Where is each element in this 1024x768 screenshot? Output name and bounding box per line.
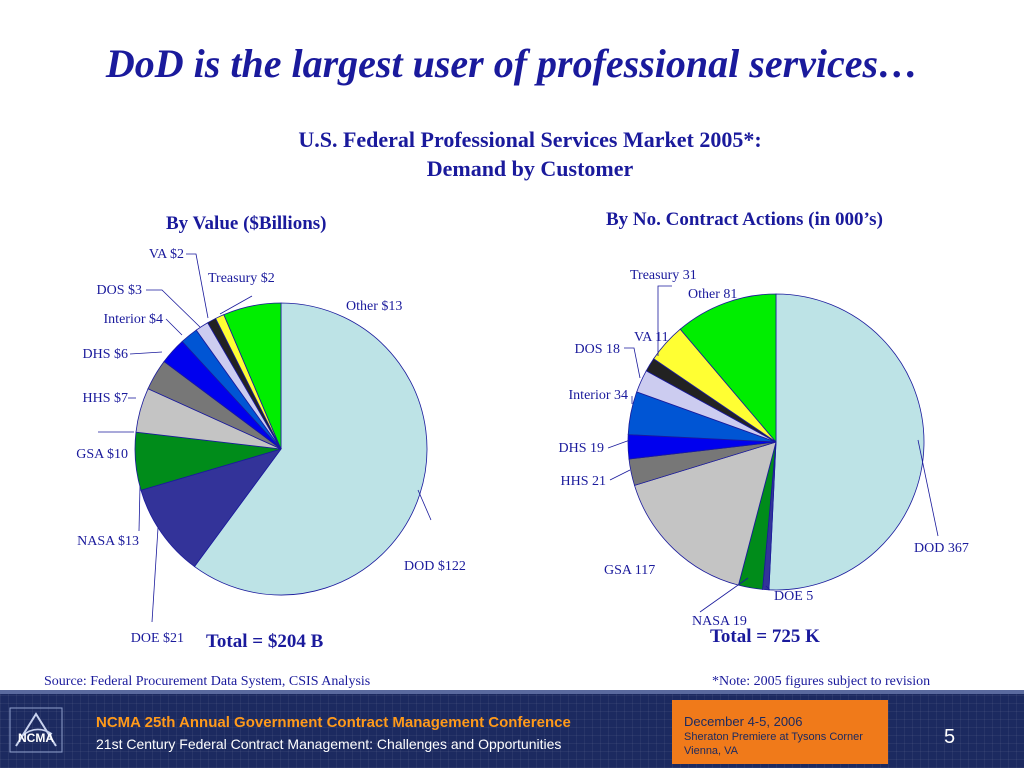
value-label-interior: Interior $4 [104,312,163,327]
value-leader-dos [146,289,201,328]
value-leader-interior [165,318,183,336]
actions-leader-dod [917,439,939,537]
value-label-nasa: NASA $13 [77,534,139,549]
actions-label-va: VA 11 [634,330,669,345]
event-venue: Sheraton Premiere at Tysons Corner [684,731,863,743]
actions-leader-dos [624,347,641,379]
conference-title: NCMA 25th Annual Government Contract Man… [96,714,571,731]
value-label-gsa: GSA $10 [76,447,128,462]
actions-leader-doe [765,585,771,591]
event-info-box: December 4-5, 2006 Sheraton Premiere at … [672,700,888,764]
event-city: Vienna, VA [684,745,739,757]
value-label-dos: DOS $3 [96,283,142,298]
value-leader-nasa [138,485,141,532]
value-label-va: VA $2 [149,247,184,262]
conference-subtitle: 21st Century Federal Contract Management… [96,736,562,752]
value-label-other: Other $13 [346,299,402,314]
actions-slice-other [679,293,777,444]
actions-pie-title: By No. Contract Actions (in 000’s) [606,209,883,230]
actions-label-dos: DOS 18 [574,342,620,357]
value-slice-other [223,302,282,450]
page-number: 5 [944,726,956,748]
actions-label-interior: Interior 34 [569,388,628,403]
actions-label-hhs: HHS 21 [560,474,606,489]
value-leader-doe [151,527,159,623]
actions-label-doe: DOE 5 [774,589,813,604]
value-label-treasury: Treasury $2 [208,271,275,286]
actions-leader-dhs [607,439,631,449]
footer-bar: NCMA NCMA 25th Annual Government Contrac… [0,690,1024,768]
actions-leader-nasa [699,577,749,613]
actions-label-dod: DOD 367 [914,541,969,556]
actions-label-treasury: Treasury 31 [630,268,697,283]
value-pie-title: By Value ($Billions) [166,213,327,234]
value-label-doe: DOE $21 [131,631,184,646]
actions-slice-dod [768,293,925,591]
actions-label-nasa: NASA 19 [692,614,747,629]
value-label-dhs: DHS $6 [82,347,128,362]
actions-label-gsa: GSA 117 [604,563,655,578]
actions-leader-hhs [609,469,631,481]
value-total: Total = $204 B [206,631,324,652]
chart-title-line2: Demand by Customer [426,156,634,181]
revision-note: *Note: 2005 figures subject to revision [712,674,931,689]
value-leader-dhs [129,351,163,355]
slide-title: DoD is the largest user of professional … [105,41,919,86]
value-leader-va [186,253,209,319]
value-leader-treasury [219,295,253,315]
value-label-hhs: HHS $7 [82,391,128,406]
event-date: December 4-5, 2006 [684,714,803,729]
logo-text: NCMA [18,731,54,745]
actions-label-dhs: DHS 19 [558,441,604,456]
source-note: Source: Federal Procurement Data System,… [44,674,371,689]
pie-charts: DOD $122 DOE $21 NASA $13 GSA $10 HHS $7 DHS … [76,247,969,646]
value-label-dod: DOD $122 [404,559,466,574]
ncma-logo: NCMA [8,706,64,754]
actions-total: Total = 725 K [710,626,820,647]
actions-leader-treasury [657,285,672,356]
footer-divider [0,690,1024,694]
chart-title-line1: U.S. Federal Professional Services Marke… [298,127,762,152]
value-slice-doe [140,448,283,568]
actions-slice-gsa [634,441,777,586]
actions-label-other: Other 81 [688,287,737,302]
value-leader-dod [417,489,432,521]
